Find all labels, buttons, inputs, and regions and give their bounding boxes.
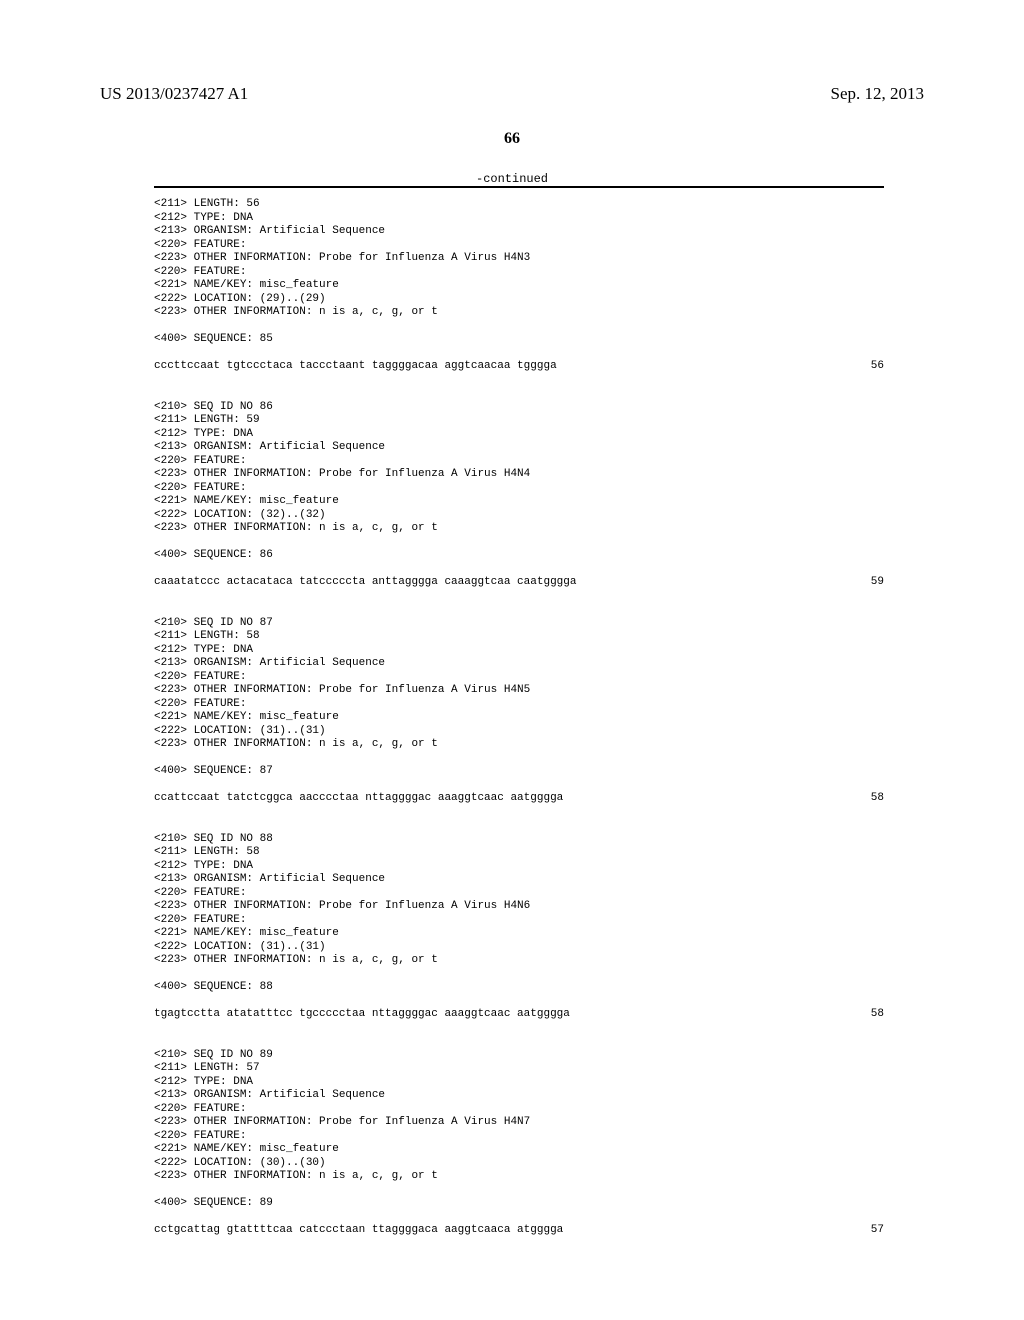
- meta-line: <210> SEQ ID NO 88: [154, 833, 884, 847]
- sequence-text: cctgcattag gtattttcaa catccctaan ttagggg…: [154, 1224, 563, 1238]
- meta-line: <222> LOCATION: (31)..(31): [154, 725, 884, 739]
- meta-line: <220> FEATURE:: [154, 914, 884, 928]
- meta-line: <223> OTHER INFORMATION: n is a, c, g, o…: [154, 306, 884, 320]
- blank-line: [154, 603, 884, 617]
- blank-line: [154, 1022, 884, 1036]
- meta-line: <213> ORGANISM: Artificial Sequence: [154, 225, 884, 239]
- meta-line: <213> ORGANISM: Artificial Sequence: [154, 657, 884, 671]
- blank-line: [154, 347, 884, 361]
- meta-line: <223> OTHER INFORMATION: Probe for Influ…: [154, 684, 884, 698]
- meta-line: <213> ORGANISM: Artificial Sequence: [154, 441, 884, 455]
- meta-line: <220> FEATURE:: [154, 671, 884, 685]
- meta-line: <223> OTHER INFORMATION: Probe for Influ…: [154, 900, 884, 914]
- meta-line: <223> OTHER INFORMATION: Probe for Influ…: [154, 252, 884, 266]
- sequence-length: 58: [854, 792, 884, 806]
- page-number: 66: [504, 130, 520, 148]
- sequence-text: tgagtcctta atatatttcc tgccccctaa nttaggg…: [154, 1008, 570, 1022]
- blank-line: [154, 752, 884, 766]
- meta-line: <222> LOCATION: (31)..(31): [154, 941, 884, 955]
- meta-line: <213> ORGANISM: Artificial Sequence: [154, 873, 884, 887]
- blank-line: [154, 1035, 884, 1049]
- blank-line: [154, 968, 884, 982]
- meta-line: <211> LENGTH: 58: [154, 630, 884, 644]
- meta-line: <221> NAME/KEY: misc_feature: [154, 1143, 884, 1157]
- meta-line: <212> TYPE: DNA: [154, 644, 884, 658]
- meta-line: <223> OTHER INFORMATION: Probe for Influ…: [154, 1116, 884, 1130]
- meta-line: <221> NAME/KEY: misc_feature: [154, 927, 884, 941]
- meta-line: <220> FEATURE:: [154, 1130, 884, 1144]
- sequence-length: 58: [854, 1008, 884, 1022]
- meta-line: <211> LENGTH: 57: [154, 1062, 884, 1076]
- blank-line: [154, 563, 884, 577]
- meta-line: <210> SEQ ID NO 89: [154, 1049, 884, 1063]
- sequence-header: <400> SEQUENCE: 88: [154, 981, 884, 995]
- sequence-listing: <211> LENGTH: 56<212> TYPE: DNA<213> ORG…: [154, 198, 884, 1238]
- meta-line: <220> FEATURE:: [154, 482, 884, 496]
- meta-line: <221> NAME/KEY: misc_feature: [154, 279, 884, 293]
- meta-line: <212> TYPE: DNA: [154, 428, 884, 442]
- publication-date: Sep. 12, 2013: [831, 84, 925, 104]
- meta-line: <210> SEQ ID NO 86: [154, 401, 884, 415]
- sequence-length: 56: [854, 360, 884, 374]
- blank-line: [154, 995, 884, 1009]
- blank-line: [154, 320, 884, 334]
- blank-line: [154, 536, 884, 550]
- meta-line: <220> FEATURE:: [154, 266, 884, 280]
- continued-label: -continued: [476, 172, 548, 186]
- blank-line: [154, 819, 884, 833]
- sequence-text: cccttccaat tgtccctaca taccctaant tagggga…: [154, 360, 557, 374]
- blank-line: [154, 779, 884, 793]
- publication-number: US 2013/0237427 A1: [100, 84, 248, 104]
- meta-line: <220> FEATURE:: [154, 887, 884, 901]
- sequence-line: cctgcattag gtattttcaa catccctaan ttagggg…: [154, 1224, 884, 1238]
- meta-line: <223> OTHER INFORMATION: n is a, c, g, o…: [154, 1170, 884, 1184]
- sequence-length: 57: [854, 1224, 884, 1238]
- meta-line: <223> OTHER INFORMATION: n is a, c, g, o…: [154, 522, 884, 536]
- meta-line: <211> LENGTH: 58: [154, 846, 884, 860]
- meta-line: <223> OTHER INFORMATION: n is a, c, g, o…: [154, 738, 884, 752]
- meta-line: <211> LENGTH: 56: [154, 198, 884, 212]
- blank-line: [154, 806, 884, 820]
- sequence-header: <400> SEQUENCE: 86: [154, 549, 884, 563]
- meta-line: <212> TYPE: DNA: [154, 212, 884, 226]
- meta-line: <211> LENGTH: 59: [154, 414, 884, 428]
- sequence-line: tgagtcctta atatatttcc tgccccctaa nttaggg…: [154, 1008, 884, 1022]
- sequence-text: caaatatccc actacataca tatcccccta anttagg…: [154, 576, 576, 590]
- sequence-line: ccattccaat tatctcggca aacccctaa nttagggg…: [154, 792, 884, 806]
- meta-line: <221> NAME/KEY: misc_feature: [154, 711, 884, 725]
- horizontal-rule: [154, 186, 884, 188]
- blank-line: [154, 374, 884, 388]
- blank-line: [154, 1211, 884, 1225]
- meta-line: <212> TYPE: DNA: [154, 860, 884, 874]
- sequence-line: cccttccaat tgtccctaca taccctaant tagggga…: [154, 360, 884, 374]
- sequence-header: <400> SEQUENCE: 89: [154, 1197, 884, 1211]
- sequence-text: ccattccaat tatctcggca aacccctaa nttagggg…: [154, 792, 563, 806]
- blank-line: [154, 387, 884, 401]
- sequence-line: caaatatccc actacataca tatcccccta anttagg…: [154, 576, 884, 590]
- blank-line: [154, 590, 884, 604]
- meta-line: <223> OTHER INFORMATION: n is a, c, g, o…: [154, 954, 884, 968]
- meta-line: <220> FEATURE:: [154, 698, 884, 712]
- sequence-length: 59: [854, 576, 884, 590]
- meta-line: <220> FEATURE:: [154, 239, 884, 253]
- sequence-header: <400> SEQUENCE: 87: [154, 765, 884, 779]
- meta-line: <222> LOCATION: (29)..(29): [154, 293, 884, 307]
- meta-line: <220> FEATURE:: [154, 1103, 884, 1117]
- meta-line: <221> NAME/KEY: misc_feature: [154, 495, 884, 509]
- meta-line: <213> ORGANISM: Artificial Sequence: [154, 1089, 884, 1103]
- meta-line: <212> TYPE: DNA: [154, 1076, 884, 1090]
- page-header: US 2013/0237427 A1 Sep. 12, 2013: [0, 84, 1024, 104]
- meta-line: <222> LOCATION: (32)..(32): [154, 509, 884, 523]
- meta-line: <222> LOCATION: (30)..(30): [154, 1157, 884, 1171]
- meta-line: <210> SEQ ID NO 87: [154, 617, 884, 631]
- meta-line: <223> OTHER INFORMATION: Probe for Influ…: [154, 468, 884, 482]
- meta-line: <220> FEATURE:: [154, 455, 884, 469]
- sequence-header: <400> SEQUENCE: 85: [154, 333, 884, 347]
- blank-line: [154, 1184, 884, 1198]
